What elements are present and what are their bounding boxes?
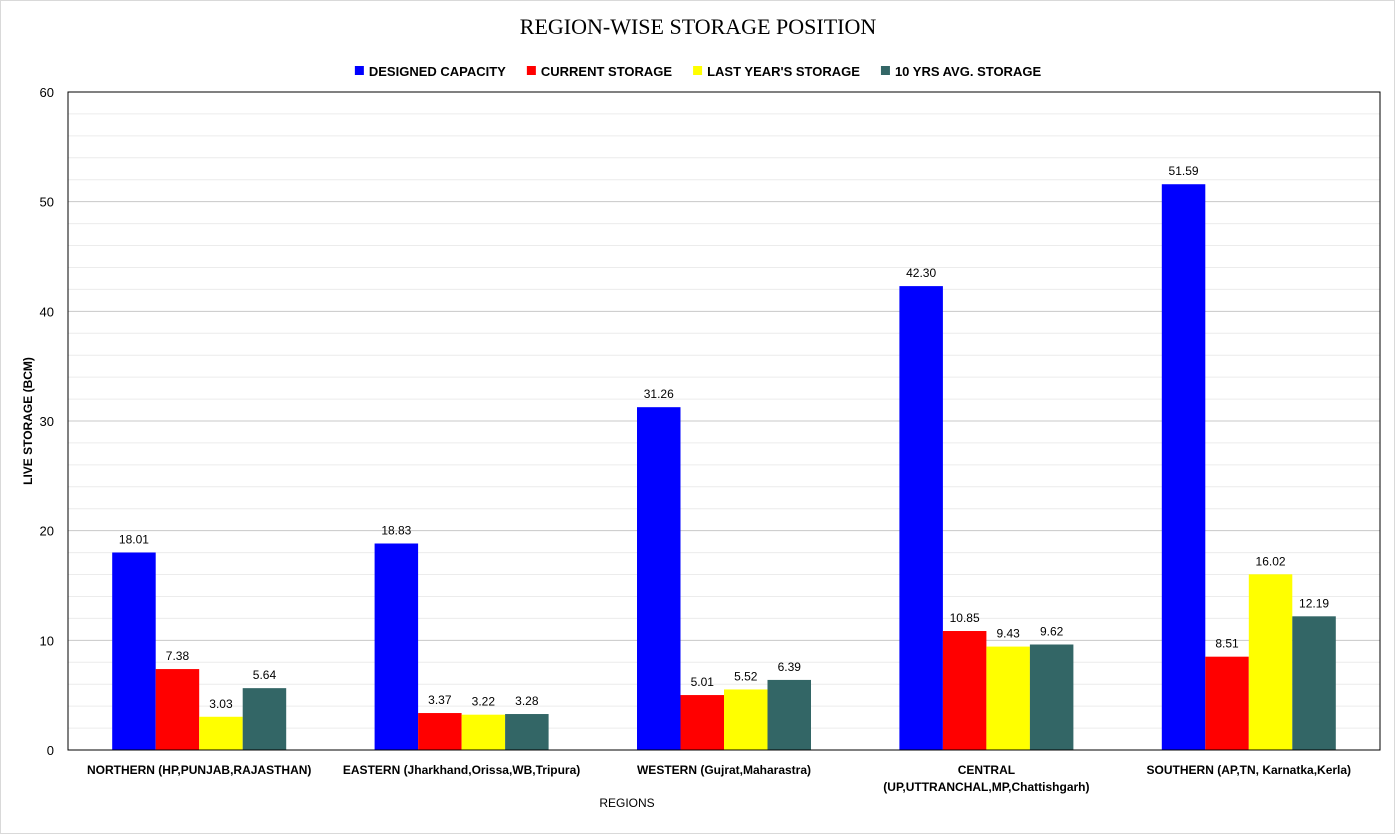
bar — [242, 688, 287, 750]
y-tick-label: 0 — [47, 743, 54, 758]
bar — [986, 646, 1030, 750]
bar — [418, 713, 462, 750]
data-label: 5.64 — [253, 668, 277, 682]
x-tick-label: WESTERN (Gujrat,Maharastra) — [637, 763, 811, 777]
data-label: 9.43 — [996, 627, 1020, 641]
data-label: 5.01 — [691, 675, 715, 689]
data-label: 9.62 — [1040, 625, 1064, 639]
legend-label: CURRENT STORAGE — [541, 64, 673, 79]
bars: 18.01 7.38 3.03 5.64 18.83 3.37 3.22 3.28 31.26 5… — [112, 164, 1336, 750]
bar — [461, 714, 506, 750]
x-tick-label: NORTHERN (HP,PUNJAB,RAJASTHAN) — [87, 763, 311, 777]
data-label: 18.01 — [119, 532, 149, 546]
data-label: 6.39 — [778, 660, 802, 674]
y-tick-label: 60 — [40, 85, 54, 100]
bar — [374, 543, 419, 750]
x-tick-label: EASTERN (Jharkhand,Orissa,WB,Tripura) — [343, 763, 580, 777]
data-label: 12.19 — [1299, 596, 1329, 610]
legend-swatch — [354, 66, 364, 75]
chart-title: REGION-WISE STORAGE POSITION — [520, 14, 877, 39]
x-axis-label: REGIONS — [599, 796, 654, 810]
bar — [1029, 644, 1074, 750]
data-label: 8.51 — [1215, 637, 1239, 651]
y-tick-label: 50 — [40, 195, 54, 210]
legend-swatch — [880, 66, 890, 75]
bar — [637, 407, 681, 750]
y-tick-label: 20 — [40, 524, 54, 539]
bar — [942, 631, 987, 750]
data-label: 7.38 — [166, 649, 190, 663]
bar — [680, 695, 724, 750]
bar — [155, 669, 200, 750]
x-tick-label: SOUTHERN (AP,TN, Karnatka,Kerla) — [1147, 763, 1352, 777]
bar — [1205, 656, 1249, 750]
y-axis-label: LIVE STORAGE (BCM) — [21, 357, 35, 485]
x-tick-label: CENTRAL — [958, 763, 1015, 777]
bar — [505, 714, 549, 750]
legend-label: 10 YRS AVG. STORAGE — [895, 64, 1042, 79]
legend: DESIGNED CAPACITY CURRENT STORAGE LAST YEA… — [354, 64, 1042, 79]
bar — [1248, 574, 1293, 750]
legend-label: LAST YEAR'S STORAGE — [707, 64, 860, 79]
bar — [899, 286, 943, 750]
y-tick-label: 40 — [40, 304, 54, 319]
bar — [1292, 616, 1336, 750]
data-label: 3.22 — [472, 695, 496, 709]
legend-label: DESIGNED CAPACITY — [369, 64, 506, 79]
bar — [112, 552, 156, 750]
data-label: 42.30 — [906, 266, 936, 280]
data-label: 10.85 — [950, 611, 980, 625]
data-label: 3.28 — [515, 694, 539, 708]
data-label: 5.52 — [734, 669, 758, 683]
data-label: 31.26 — [644, 387, 674, 401]
bar — [199, 716, 243, 750]
plot-area-border — [67, 91, 1381, 751]
y-tick-label: 30 — [40, 414, 54, 429]
data-label: 18.83 — [381, 523, 411, 537]
data-label: 3.37 — [428, 693, 452, 707]
bar — [1161, 184, 1206, 750]
data-label: 16.02 — [1256, 554, 1286, 568]
legend-swatch — [526, 66, 536, 75]
data-label: 3.03 — [209, 697, 233, 711]
bar — [724, 689, 768, 750]
data-label: 51.59 — [1169, 164, 1199, 178]
y-tick-label: 10 — [40, 633, 54, 648]
axes: 0 10 20 30 40 50 60 NORTHERN (HP,PUNJAB,RAJASTH… — [40, 85, 1381, 794]
gridlines — [68, 91, 1380, 729]
bar — [767, 679, 811, 750]
x-tick-label: (UP,UTTRANCHAL,MP,Chattishgarh) — [883, 780, 1089, 794]
legend-swatch — [693, 66, 703, 75]
